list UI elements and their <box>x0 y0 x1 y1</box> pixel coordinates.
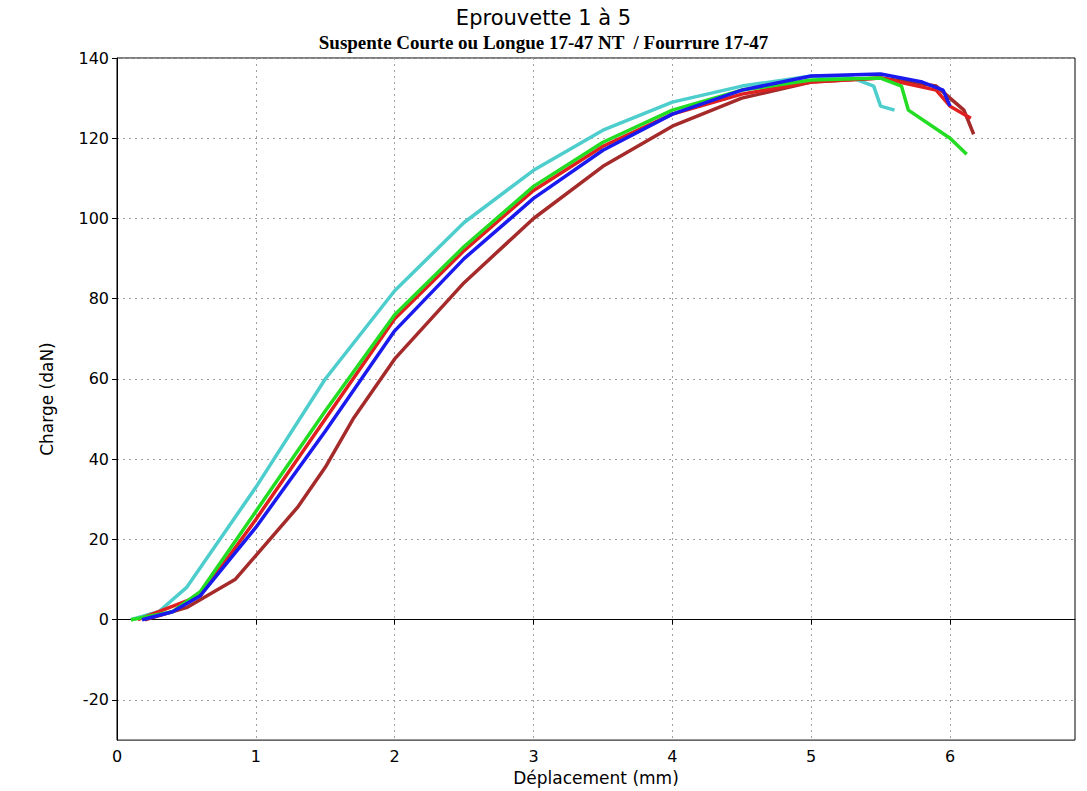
svg-text:Eprouvette 1 à 5: Eprouvette 1 à 5 <box>456 6 631 30</box>
svg-text:3: 3 <box>528 747 538 766</box>
svg-text:Déplacement (mm): Déplacement (mm) <box>513 768 679 788</box>
svg-text:1: 1 <box>251 747 261 766</box>
svg-text:0: 0 <box>99 610 109 629</box>
svg-text:6: 6 <box>945 747 955 766</box>
svg-text:80: 80 <box>89 289 109 308</box>
svg-text:Suspente Courte ou Longue 17-4: Suspente Courte ou Longue 17-47 NT / Fou… <box>319 32 769 53</box>
svg-text:60: 60 <box>89 369 109 388</box>
svg-text:2: 2 <box>390 747 400 766</box>
svg-text:5: 5 <box>806 747 816 766</box>
svg-text:4: 4 <box>667 747 677 766</box>
svg-text:-20: -20 <box>83 690 109 709</box>
svg-text:0: 0 <box>112 747 122 766</box>
svg-text:40: 40 <box>89 450 109 469</box>
svg-text:20: 20 <box>89 530 109 549</box>
svg-text:Charge (daN): Charge (daN) <box>37 342 57 456</box>
svg-text:120: 120 <box>78 129 109 148</box>
svg-text:140: 140 <box>78 49 109 68</box>
svg-text:100: 100 <box>78 209 109 228</box>
